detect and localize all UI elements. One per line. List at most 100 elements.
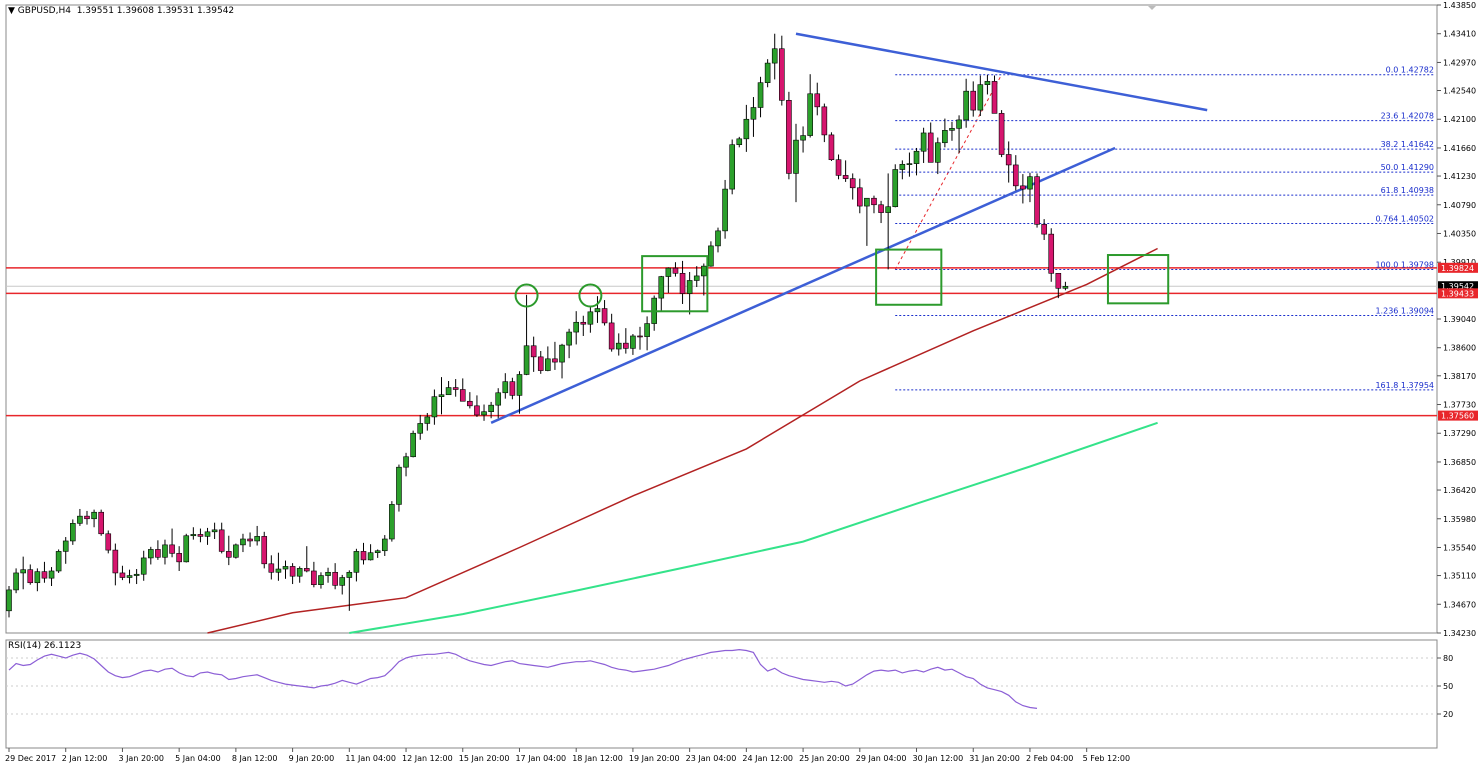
candle (821, 103, 828, 143)
rsi-header: RSI(14) 26.1123 (8, 641, 82, 651)
candle-body (906, 163, 913, 165)
scroll-marker-icon (1148, 6, 1156, 10)
candle (410, 430, 416, 458)
candle-body (970, 90, 977, 111)
candle (623, 328, 629, 354)
chart-header: ▼ GBPUSD,H4 1.39551 1.39608 1.39531 1.39… (8, 6, 234, 16)
candle-body (27, 569, 34, 584)
candle-body (467, 400, 473, 407)
candle (956, 115, 962, 154)
candle (91, 509, 97, 528)
candle (148, 546, 154, 565)
price-tag: 1.39433 (1438, 288, 1478, 299)
candle-body (112, 549, 119, 574)
y-tick-label: 1.36850 (1443, 458, 1476, 467)
candle (963, 78, 969, 128)
candle-body (736, 138, 743, 146)
candle (105, 530, 112, 554)
candle-body (346, 571, 353, 578)
candle-body (779, 48, 785, 101)
candle (1055, 273, 1062, 299)
y-tick-label: 1.37290 (1443, 429, 1476, 438)
candle-body (374, 550, 381, 554)
candle-body (197, 534, 204, 537)
rsi-plot-frame (5, 639, 1438, 749)
candle-body (545, 358, 551, 371)
candle-body (793, 139, 799, 174)
candle (786, 91, 792, 180)
x-tick-label: 19 Jan 20:00 (629, 754, 680, 763)
candle-body (119, 572, 126, 578)
candle-body (913, 150, 920, 164)
candle (523, 294, 530, 376)
candle-body (658, 276, 665, 299)
x-tick-label: 2 Jan 12:00 (62, 754, 108, 763)
candle (417, 414, 424, 440)
candle-body (417, 423, 424, 434)
candle (381, 535, 388, 556)
candle (481, 404, 487, 421)
candle (389, 501, 395, 542)
candle-body (55, 551, 62, 572)
candle (197, 528, 204, 543)
candle (537, 350, 544, 374)
candle (679, 260, 686, 304)
candle (516, 371, 523, 414)
candle-body (303, 568, 310, 572)
candle (934, 137, 941, 175)
candle (467, 392, 473, 409)
candle-body (722, 188, 728, 232)
candle-body (190, 534, 197, 537)
fib-level-label: 0.0 1.42782 (1386, 66, 1434, 75)
candle-body (91, 511, 97, 520)
candle (750, 97, 757, 137)
highlight-box (641, 255, 709, 313)
candle (204, 527, 211, 545)
candle (282, 560, 289, 579)
price-tag: 1.39824 (1438, 262, 1478, 273)
candle-body (70, 523, 76, 542)
candle (892, 164, 899, 208)
trendline (490, 146, 1116, 424)
candle-body (474, 405, 480, 416)
candle-body (169, 544, 175, 554)
chart-menu-triangle-icon[interactable]: ▼ (8, 6, 15, 16)
candle (396, 464, 402, 512)
x-tick-label: 29 Dec 2017 (5, 754, 56, 763)
candle (913, 147, 920, 176)
candle (566, 328, 572, 359)
price-tag: 1.39542 (1438, 281, 1478, 292)
fib-level-label: 38.2 1.41642 (1381, 140, 1434, 149)
candle-body (991, 81, 998, 114)
candle (403, 452, 409, 477)
candle (580, 315, 587, 336)
candle (708, 241, 714, 267)
candle-body (708, 245, 714, 267)
candle-body (608, 322, 615, 350)
candle-body (615, 342, 622, 350)
candle (509, 377, 516, 400)
y-tick-label: 1.34670 (1443, 600, 1476, 609)
candle-body (750, 107, 757, 120)
candle-body (800, 135, 806, 141)
candle-body (856, 187, 863, 207)
candle-body (963, 90, 969, 121)
y-tick-label: 1.42540 (1443, 87, 1476, 96)
candle-body (934, 142, 941, 163)
candle-body (502, 381, 509, 394)
candle (34, 568, 41, 592)
candle-body (247, 538, 253, 542)
candle (991, 75, 998, 114)
candle-body (140, 557, 147, 575)
candle-body (282, 566, 289, 570)
candle (311, 561, 317, 588)
candle (289, 563, 296, 585)
candle-body (679, 273, 686, 294)
candle (424, 413, 431, 431)
candle-body (424, 416, 431, 424)
candle (296, 566, 303, 583)
candle (764, 59, 771, 88)
candle-body (601, 308, 608, 324)
candle (715, 227, 721, 253)
